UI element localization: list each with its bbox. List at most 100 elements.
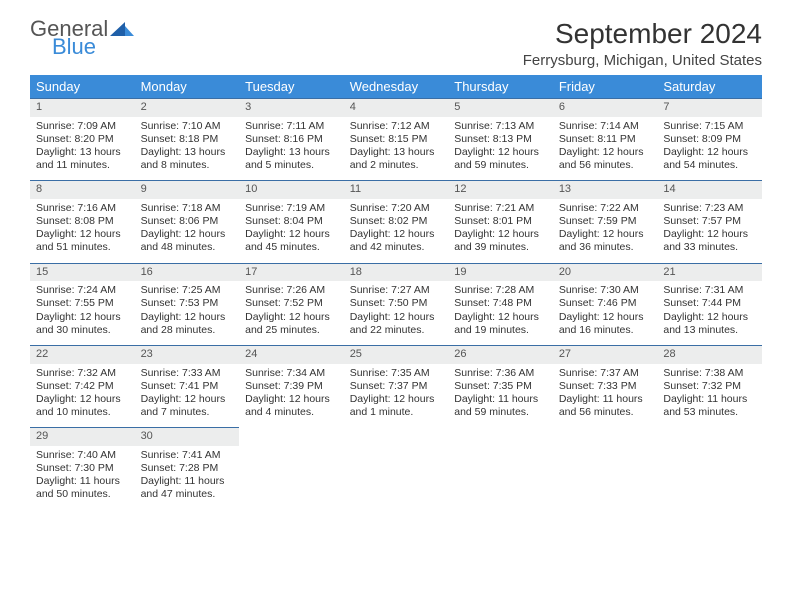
sunrise-line: Sunrise: 7:26 AM <box>245 284 338 297</box>
sunrise-line: Sunrise: 7:41 AM <box>141 449 234 462</box>
day-cell: Sunrise: 7:41 AMSunset: 7:28 PMDaylight:… <box>135 446 240 510</box>
sunrise-line: Sunrise: 7:10 AM <box>141 120 234 133</box>
day-number: 20 <box>553 263 658 281</box>
day-number: 28 <box>657 345 762 363</box>
calendar-table: SundayMondayTuesdayWednesdayThursdayFrid… <box>30 75 762 509</box>
day-number: 11 <box>344 181 449 199</box>
day-cell: Sunrise: 7:22 AMSunset: 7:59 PMDaylight:… <box>553 199 658 263</box>
sunset-line: Sunset: 7:30 PM <box>36 462 129 475</box>
day-cell: Sunrise: 7:37 AMSunset: 7:33 PMDaylight:… <box>553 364 658 428</box>
sunrise-line: Sunrise: 7:16 AM <box>36 202 129 215</box>
daylight-line2: and 1 minute. <box>350 406 443 419</box>
daylight-line: Daylight: 13 hours <box>36 146 129 159</box>
sunrise-line: Sunrise: 7:30 AM <box>559 284 652 297</box>
daylight-line2: and 5 minutes. <box>245 159 338 172</box>
daylight-line2: and 11 minutes. <box>36 159 129 172</box>
daylight-line: Daylight: 12 hours <box>141 311 234 324</box>
daylight-line: Daylight: 12 hours <box>559 311 652 324</box>
sunrise-line: Sunrise: 7:32 AM <box>36 367 129 380</box>
day-number: 4 <box>344 99 449 117</box>
day-number: 18 <box>344 263 449 281</box>
daylight-line2: and 59 minutes. <box>454 406 547 419</box>
sunrise-line: Sunrise: 7:09 AM <box>36 120 129 133</box>
daylight-line: Daylight: 11 hours <box>454 393 547 406</box>
day-number-row: 891011121314 <box>30 181 762 199</box>
sunrise-line: Sunrise: 7:31 AM <box>663 284 756 297</box>
weekday-header: Monday <box>135 75 240 99</box>
sunset-line: Sunset: 8:08 PM <box>36 215 129 228</box>
weekday-header: Friday <box>553 75 658 99</box>
daylight-line: Daylight: 12 hours <box>350 228 443 241</box>
daylight-line2: and 59 minutes. <box>454 159 547 172</box>
day-cell: Sunrise: 7:35 AMSunset: 7:37 PMDaylight:… <box>344 364 449 428</box>
empty-cell <box>657 428 762 446</box>
daylight-line: Daylight: 12 hours <box>559 146 652 159</box>
sunrise-line: Sunrise: 7:28 AM <box>454 284 547 297</box>
sunset-line: Sunset: 7:39 PM <box>245 380 338 393</box>
daylight-line: Daylight: 11 hours <box>663 393 756 406</box>
day-number: 3 <box>239 99 344 117</box>
day-cell: Sunrise: 7:38 AMSunset: 7:32 PMDaylight:… <box>657 364 762 428</box>
sunset-line: Sunset: 7:33 PM <box>559 380 652 393</box>
weekday-header: Sunday <box>30 75 135 99</box>
day-content-row: Sunrise: 7:16 AMSunset: 8:08 PM Daylight:… <box>30 199 762 263</box>
daylight-line: Daylight: 11 hours <box>36 475 129 488</box>
day-number-row: 15161718192021 <box>30 263 762 281</box>
sunset-line: Sunset: 7:46 PM <box>559 297 652 310</box>
daylight-line2: and 28 minutes. <box>141 324 234 337</box>
daylight-line2: and 51 minutes. <box>36 241 129 254</box>
day-number: 6 <box>553 99 658 117</box>
sunset-line: Sunset: 7:55 PM <box>36 297 129 310</box>
daylight-line2: and 4 minutes. <box>245 406 338 419</box>
day-cell: Sunrise: 7:20 AMSunset: 8:02 PMDaylight:… <box>344 199 449 263</box>
day-number-row: 22232425262728 <box>30 345 762 363</box>
daylight-line: Daylight: 12 hours <box>454 228 547 241</box>
daylight-line2: and 2 minutes. <box>350 159 443 172</box>
daylight-line2: and 22 minutes. <box>350 324 443 337</box>
day-number: 15 <box>30 263 135 281</box>
empty-cell <box>657 446 762 510</box>
sunset-line: Sunset: 7:41 PM <box>141 380 234 393</box>
sunset-line: Sunset: 8:04 PM <box>245 215 338 228</box>
day-cell: Sunrise: 7:33 AMSunset: 7:41 PMDaylight:… <box>135 364 240 428</box>
day-content-row: Sunrise: 7:24 AMSunset: 7:55 PMDaylight:… <box>30 281 762 345</box>
empty-cell <box>553 428 658 446</box>
day-number: 22 <box>30 345 135 363</box>
day-cell: Sunrise: 7:23 AMSunset: 7:57 PMDaylight:… <box>657 199 762 263</box>
daylight-line2: and 19 minutes. <box>454 324 547 337</box>
daylight-line: Daylight: 12 hours <box>36 393 129 406</box>
sunset-line: Sunset: 8:18 PM <box>141 133 234 146</box>
day-cell: Sunrise: 7:24 AMSunset: 7:55 PMDaylight:… <box>30 281 135 345</box>
daylight-line2: and 36 minutes. <box>559 241 652 254</box>
day-cell: Sunrise: 7:40 AMSunset: 7:30 PMDaylight:… <box>30 446 135 510</box>
day-number: 10 <box>239 181 344 199</box>
daylight-line2: and 8 minutes. <box>141 159 234 172</box>
daylight-line2: and 42 minutes. <box>350 241 443 254</box>
daylight-line: Daylight: 12 hours <box>350 393 443 406</box>
daylight-line: Daylight: 12 hours <box>245 228 338 241</box>
sunrise-line: Sunrise: 7:38 AM <box>663 367 756 380</box>
daylight-line: Daylight: 12 hours <box>663 146 756 159</box>
daylight-line: Daylight: 12 hours <box>454 146 547 159</box>
day-number: 12 <box>448 181 553 199</box>
sunset-line: Sunset: 7:48 PM <box>454 297 547 310</box>
day-cell: Sunrise: 7:25 AMSunset: 7:53 PMDaylight:… <box>135 281 240 345</box>
sunrise-line: Sunrise: 7:22 AM <box>559 202 652 215</box>
day-number: 30 <box>135 428 240 446</box>
daylight-line: Daylight: 12 hours <box>245 311 338 324</box>
day-cell: Sunrise: 7:32 AMSunset: 7:42 PMDaylight:… <box>30 364 135 428</box>
sunrise-line: Sunrise: 7:36 AM <box>454 367 547 380</box>
location-subtitle: Ferrysburg, Michigan, United States <box>523 52 762 69</box>
day-number: 23 <box>135 345 240 363</box>
day-number: 29 <box>30 428 135 446</box>
daylight-line2: and 50 minutes. <box>36 488 129 501</box>
day-number: 25 <box>344 345 449 363</box>
weekday-header: Thursday <box>448 75 553 99</box>
daylight-line: Daylight: 12 hours <box>454 311 547 324</box>
daylight-line: Daylight: 13 hours <box>350 146 443 159</box>
daylight-line: Daylight: 12 hours <box>141 393 234 406</box>
logo: General Blue <box>30 18 134 58</box>
empty-cell <box>448 428 553 446</box>
empty-cell <box>344 428 449 446</box>
daylight-line: Daylight: 12 hours <box>350 311 443 324</box>
